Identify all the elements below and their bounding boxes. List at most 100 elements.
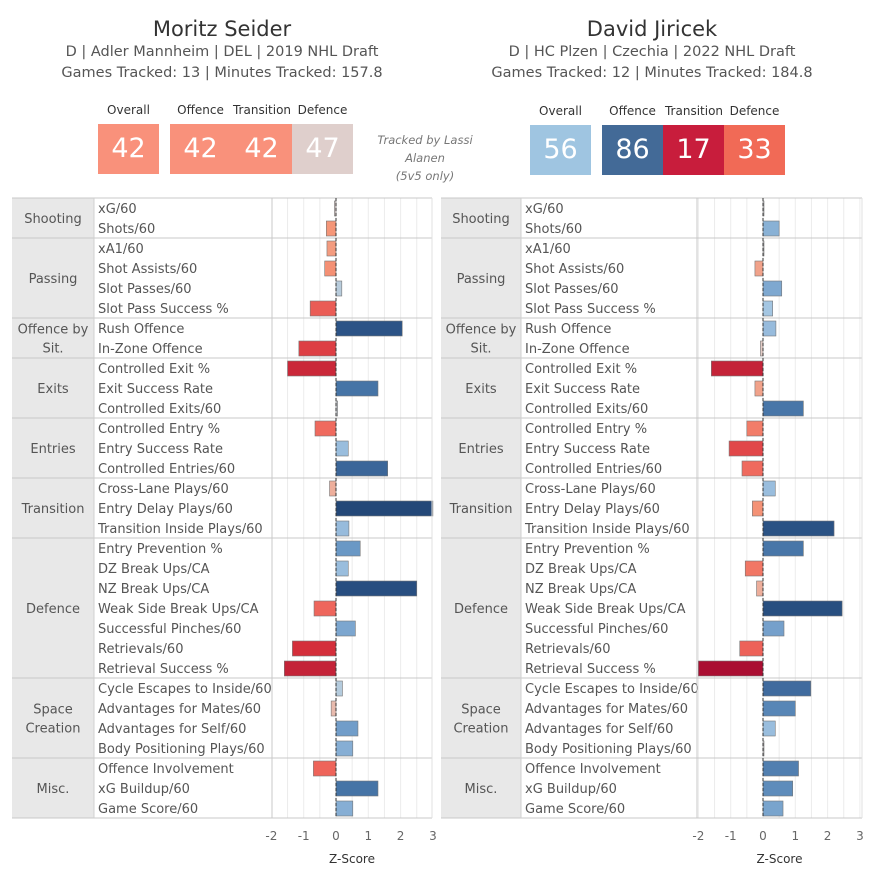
x-tick-label: -1 [298, 829, 310, 843]
category-label: Space [33, 703, 73, 718]
metric-label: Exit Success Rate [98, 382, 213, 397]
metric-label: Retrieval Success % [98, 662, 229, 677]
metric-label: xA1/60 [98, 242, 144, 257]
metric-label: Game Score/60 [98, 802, 198, 817]
metric-label: Entry Prevention % [98, 542, 223, 557]
bar [292, 640, 337, 657]
bar [762, 800, 784, 817]
bar [335, 620, 356, 637]
bar [335, 740, 354, 757]
bar [762, 620, 785, 637]
bar [762, 780, 794, 797]
metric-label: Shot Assists/60 [98, 262, 197, 277]
category-label: Space [461, 703, 501, 718]
bar [335, 320, 403, 337]
metric-label: xG/60 [525, 202, 564, 217]
offence-label: Offence [609, 104, 656, 118]
category-column-bg [12, 198, 94, 818]
player-tracking: Games Tracked: 13 | Minutes Tracked: 157… [61, 65, 383, 81]
bar [741, 460, 764, 477]
transition-score: 17 [663, 125, 724, 175]
x-tick-label: 2 [397, 829, 405, 843]
category-label: Entries [30, 442, 76, 457]
category-label: Misc. [37, 782, 70, 797]
metric-label: Entry Success Rate [98, 442, 223, 457]
metric-label: Cross-Lane Plays/60 [98, 482, 229, 497]
metric-label: xG Buildup/60 [98, 782, 190, 797]
x-tick-label: -2 [265, 829, 277, 843]
metric-label: Advantages for Self/60 [525, 722, 673, 737]
chart-left: Shooting xG/60 Shots/60 Passing xA1/60 Shot A… [12, 197, 437, 866]
x-tick-label: -2 [692, 829, 704, 843]
tracking-note: Tracked by Lassi Alanen (5v5 only) [360, 131, 490, 185]
metric-label: Retrieval Success % [525, 662, 656, 677]
metric-label: Slot Passes/60 [98, 282, 192, 297]
metric-label: xA1/60 [525, 242, 571, 257]
transition-score: 42 [231, 124, 292, 174]
bar [762, 220, 780, 237]
metric-label: Slot Pass Success % [525, 302, 656, 317]
x-axis-title: Z-Score [329, 852, 375, 866]
bar [330, 700, 337, 717]
bar [335, 580, 418, 597]
bar [298, 340, 337, 357]
metric-label: Advantages for Mates/60 [525, 702, 688, 717]
metric-label: Cycle Escapes to Inside/60 [525, 682, 699, 697]
defence-label: Defence [729, 104, 780, 118]
metric-label: Cycle Escapes to Inside/60 [98, 682, 272, 697]
metric-label: Rush Offence [98, 322, 184, 337]
player-header-left: Moritz Seider D | Adler Mannheim | DEL |… [22, 16, 422, 84]
metric-label: In-Zone Offence [525, 342, 630, 357]
bar [754, 380, 764, 397]
bar [309, 300, 337, 317]
metric-label: Entry Prevention % [525, 542, 650, 557]
x-tick-label: 2 [824, 829, 832, 843]
bar [335, 280, 343, 297]
metric-label: Slot Pass Success % [98, 302, 229, 317]
category-label: Offence by [446, 323, 517, 338]
x-tick-label: -1 [725, 829, 737, 843]
bar [335, 520, 350, 537]
metric-label: Retrievals/60 [98, 642, 183, 657]
metric-label: Body Positioning Plays/60 [98, 742, 265, 757]
overall-score: 42 [98, 124, 159, 174]
category-label: Shooting [24, 212, 82, 227]
bar [752, 500, 764, 517]
transition-label: Transition [232, 103, 292, 117]
metric-label: Entry Delay Plays/60 [525, 502, 660, 517]
bar [284, 660, 337, 677]
metric-label: Retrievals/60 [525, 642, 610, 657]
metric-label: Body Positioning Plays/60 [525, 742, 692, 757]
metric-label: Entry Success Rate [525, 442, 650, 457]
metric-label: xG Buildup/60 [525, 782, 617, 797]
player-info: D | HC Plzen | Czechia | 2022 NHL Draft [508, 44, 796, 60]
category-column-bg [441, 198, 521, 818]
x-tick-label: 1 [791, 829, 799, 843]
metric-label: Rush Offence [525, 322, 611, 337]
category-label: Entries [458, 442, 504, 457]
metric-label: Entry Delay Plays/60 [98, 502, 233, 517]
bar [762, 720, 776, 737]
player-tracking: Games Tracked: 12 | Minutes Tracked: 184… [491, 65, 813, 81]
metric-label: Controlled Exits/60 [98, 402, 221, 417]
transition-label: Transition [664, 104, 724, 118]
x-tick-label: 0 [332, 829, 340, 843]
metric-label: Controlled Entry % [98, 422, 220, 437]
player-name: Moritz Seider [152, 17, 292, 41]
overall-label: Overall [107, 103, 150, 117]
metric-label: Successful Pinches/60 [98, 622, 241, 637]
bar [762, 480, 776, 497]
offence-score: 42 [170, 124, 231, 174]
bar [762, 600, 843, 617]
category-label: Defence [26, 602, 80, 617]
category-label: Passing [457, 272, 506, 287]
x-tick-label: 3 [856, 829, 864, 843]
metric-label: xG/60 [98, 202, 137, 217]
bar [746, 420, 764, 437]
metric-label: Controlled Entry % [525, 422, 647, 437]
category-label: Offence by [18, 323, 89, 338]
defence-score: 33 [724, 125, 785, 175]
bar [762, 540, 804, 557]
metric-label: NZ Break Ups/CA [98, 582, 209, 597]
